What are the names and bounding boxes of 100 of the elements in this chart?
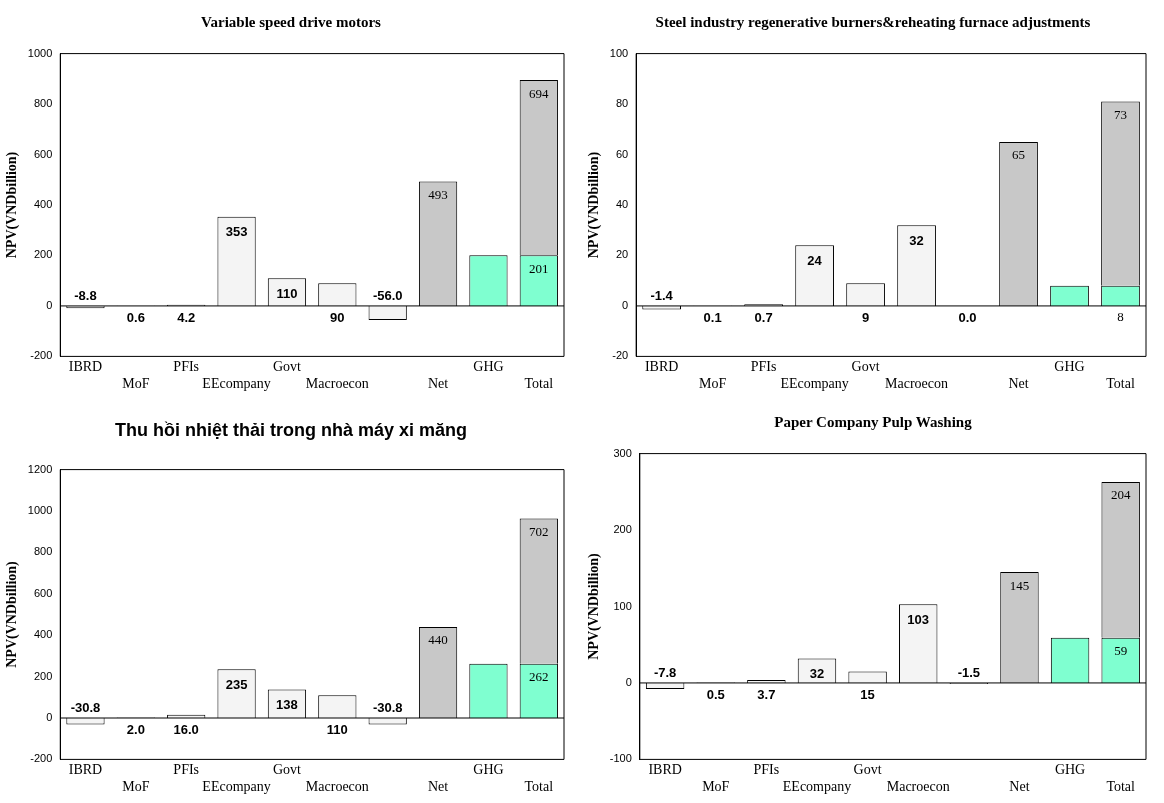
data-label: -7.8: [653, 664, 677, 680]
y-tick-label: 80: [615, 97, 629, 110]
data-label: 24: [807, 252, 823, 268]
chart-title: Steel industry regenerative burners&reheating furnace adjustments: [654, 12, 1092, 32]
data-label: 493: [428, 186, 448, 202]
chart-title: Variable speed drive motors: [200, 12, 382, 32]
x-tick-label: IBRD: [68, 359, 103, 375]
x-tick-label: Macroecon: [305, 376, 369, 392]
y-axis-title: NPV(VNDbillion): [586, 552, 603, 660]
x-tick-label: IBRD: [68, 762, 103, 778]
x-tick-label: Net: [427, 376, 449, 392]
y-tick-label: 200: [33, 248, 53, 261]
x-tick-label: GHG: [1054, 762, 1086, 778]
y-tick-label: 0: [625, 675, 632, 688]
chart-title: Thu hồi nhiệt thải trong nhà máy xi măng: [114, 418, 468, 442]
y-tick-label: -100: [609, 752, 632, 765]
x-tick-label: PFIs: [750, 359, 777, 375]
x-tick-label: Net: [1008, 376, 1029, 392]
data-label: 145: [1009, 577, 1030, 593]
x-tick-label: Net: [1009, 779, 1030, 795]
y-axis-title: NPV(VNDbillion): [586, 151, 603, 259]
x-tick-label: MoF: [122, 376, 150, 392]
data-label: 204: [1110, 487, 1131, 503]
data-label: 0.7: [754, 309, 773, 325]
data-label: 32: [809, 666, 825, 682]
data-label: 103: [907, 611, 930, 627]
y-tick-label: 100: [613, 599, 632, 612]
x-tick-label: Macroecon: [885, 376, 949, 392]
x-tick-label: Govt: [853, 762, 882, 778]
data-label: 353: [225, 224, 248, 240]
x-tick-label: GHG: [1054, 359, 1085, 375]
data-label: 702: [529, 523, 549, 539]
x-tick-label: EEcompany: [782, 779, 852, 795]
data-label: 15: [860, 686, 875, 702]
y-tick-label: 40: [615, 198, 629, 211]
x-tick-label: Govt: [272, 762, 302, 778]
chart-title: Paper Company Pulp Washing: [773, 412, 973, 432]
x-tick-label: IBRD: [648, 762, 682, 778]
y-tick-label: 1200: [27, 462, 53, 475]
y-tick-label: -200: [30, 349, 53, 362]
data-label: 16.0: [173, 721, 199, 737]
x-tick-label: Govt: [272, 359, 302, 375]
data-label: 32: [909, 232, 924, 248]
data-label: 2.0: [126, 721, 145, 737]
data-label: 65: [1012, 147, 1026, 163]
y-tick-label: 1000: [27, 504, 53, 517]
data-label: 262: [529, 669, 549, 685]
data-label: 0.0: [958, 309, 977, 325]
data-label: 4.2: [177, 309, 196, 325]
data-label: 0.1: [703, 309, 722, 325]
data-label: 90: [330, 309, 345, 325]
x-tick-label: IBRD: [644, 359, 679, 375]
y-tick-label: 400: [33, 198, 53, 211]
y-tick-label: -200: [30, 752, 53, 765]
data-label: 694: [529, 85, 550, 101]
x-tick-label: EEcompany: [202, 779, 271, 795]
data-label: 73: [1114, 106, 1128, 122]
y-tick-label: 800: [33, 97, 53, 110]
x-tick-label: Total: [524, 376, 554, 392]
data-label: 0.5: [706, 686, 725, 702]
x-tick-label: EEcompany: [202, 376, 271, 392]
x-tick-label: Macroecon: [305, 779, 369, 795]
data-label: 440: [428, 632, 448, 648]
y-tick-label: 100: [609, 46, 629, 59]
data-label: 8: [1117, 309, 1124, 325]
y-tick-label: 20: [615, 248, 629, 261]
data-label: -30.8: [70, 699, 101, 715]
x-tick-label: PFIs: [173, 359, 200, 375]
y-tick-label: 800: [33, 545, 53, 558]
x-tick-label: Total: [1106, 779, 1136, 795]
data-label: 0.6: [126, 309, 145, 325]
x-tick-label: EEcompany: [780, 376, 849, 392]
data-label: 59: [1114, 643, 1128, 659]
y-tick-label: -20: [612, 349, 629, 362]
x-tick-label: Govt: [851, 359, 880, 375]
y-axis-title: NPV(VNDbillion): [4, 560, 21, 668]
y-tick-label: 200: [33, 669, 53, 682]
data-label: 138: [276, 697, 298, 713]
data-label: 3.7: [757, 686, 776, 702]
y-tick-label: 400: [33, 628, 53, 641]
x-tick-label: Macroecon: [886, 779, 950, 795]
data-label: 9: [861, 309, 870, 325]
data-label: 201: [529, 260, 549, 276]
y-axis-title: NPV(VNDbillion): [4, 151, 21, 259]
y-tick-label: 200: [613, 523, 632, 536]
y-tick-label: 1000: [27, 46, 53, 59]
y-tick-label: 600: [33, 147, 53, 160]
data-label: -8.8: [74, 287, 97, 303]
x-tick-label: GHG: [473, 359, 504, 375]
x-tick-label: MoF: [699, 376, 727, 392]
x-tick-label: Net: [427, 779, 449, 795]
data-label: 235: [225, 676, 248, 692]
data-label: -1.5: [957, 664, 981, 680]
x-tick-label: MoF: [702, 779, 730, 795]
x-tick-label: Total: [1106, 376, 1135, 392]
y-tick-label: 0: [46, 711, 53, 724]
x-tick-label: PFIs: [173, 762, 200, 778]
y-tick-label: 0: [622, 298, 629, 311]
x-tick-label: PFIs: [753, 762, 780, 778]
data-label: 110: [326, 721, 348, 737]
